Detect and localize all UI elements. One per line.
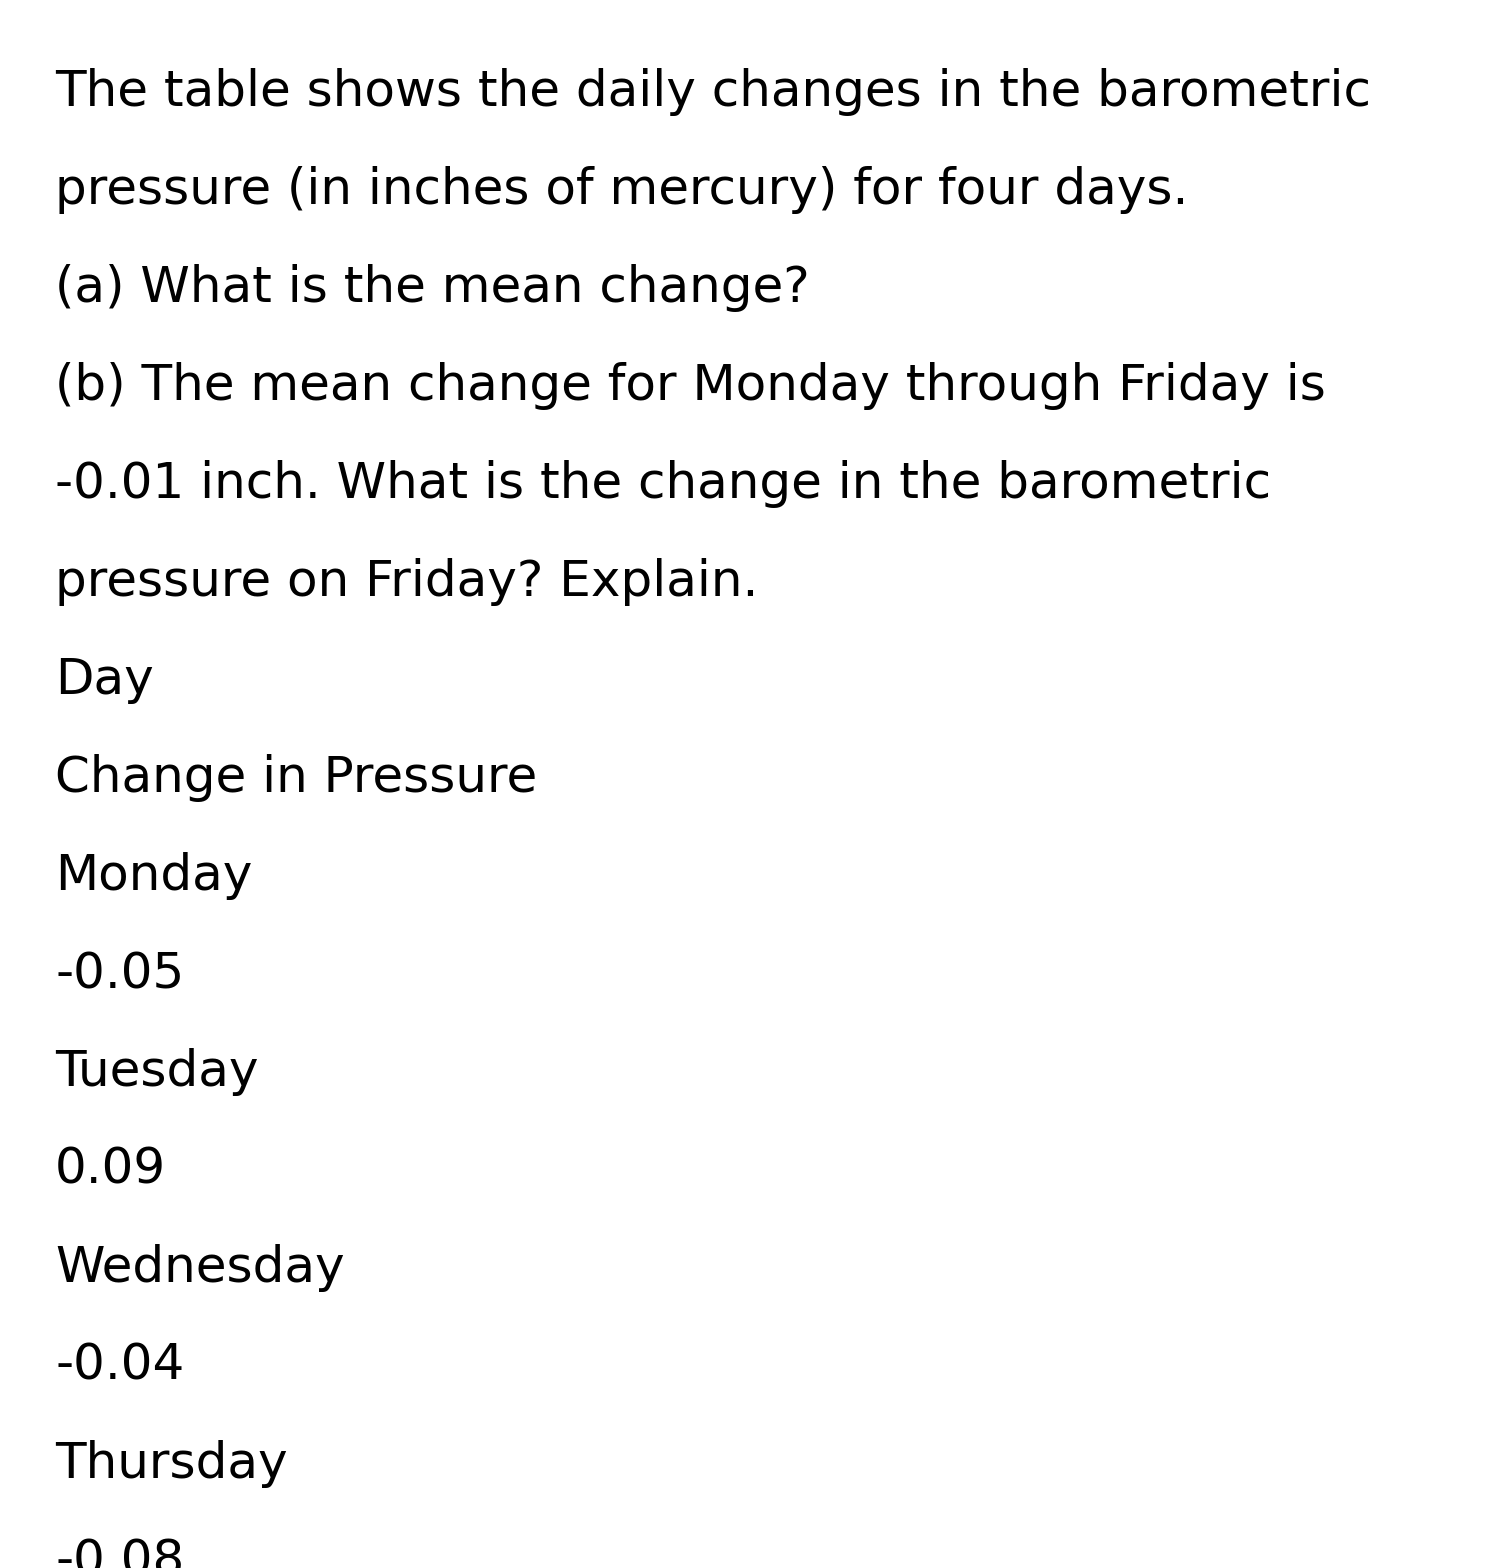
Text: (b) The mean change for Monday through Friday is: (b) The mean change for Monday through F… — [56, 362, 1326, 409]
Text: 0.09: 0.09 — [56, 1146, 166, 1193]
Text: Monday: Monday — [56, 851, 252, 900]
Text: -0.08: -0.08 — [56, 1538, 184, 1568]
Text: (a) What is the mean change?: (a) What is the mean change? — [56, 263, 810, 312]
Text: -0.04: -0.04 — [56, 1342, 184, 1389]
Text: -0.05: -0.05 — [56, 950, 184, 997]
Text: Day: Day — [56, 655, 153, 704]
Text: Wednesday: Wednesday — [56, 1243, 345, 1292]
Text: -0.01 inch. What is the change in the barometric: -0.01 inch. What is the change in the ba… — [56, 459, 1270, 508]
Text: The table shows the daily changes in the barometric: The table shows the daily changes in the… — [56, 67, 1371, 116]
Text: Change in Pressure: Change in Pressure — [56, 754, 537, 801]
Text: Thursday: Thursday — [56, 1439, 288, 1488]
Text: Tuesday: Tuesday — [56, 1047, 258, 1096]
Text: pressure (in inches of mercury) for four days.: pressure (in inches of mercury) for four… — [56, 166, 1188, 213]
Text: pressure on Friday? Explain.: pressure on Friday? Explain. — [56, 558, 759, 605]
